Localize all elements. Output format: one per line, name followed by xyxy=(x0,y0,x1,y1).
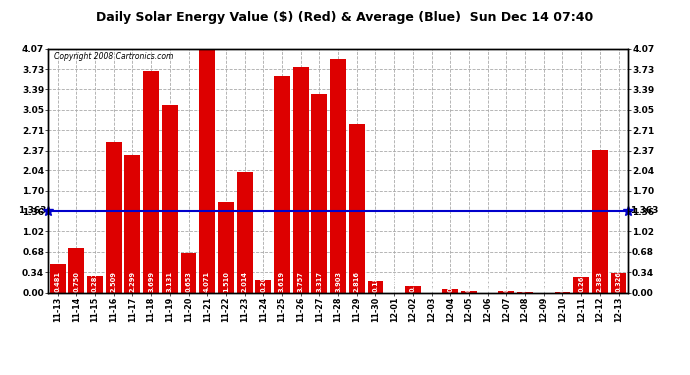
Bar xyxy=(124,155,140,292)
Text: 0.265: 0.265 xyxy=(578,271,584,292)
Text: 0.010: 0.010 xyxy=(560,271,566,292)
Text: 3.699: 3.699 xyxy=(148,271,154,292)
Bar xyxy=(349,124,365,292)
Bar xyxy=(611,273,627,292)
Bar xyxy=(87,276,103,292)
Bar xyxy=(461,291,477,292)
Text: 0.326: 0.326 xyxy=(615,271,622,292)
Text: 0.051: 0.051 xyxy=(447,271,453,292)
Text: Daily Solar Energy Value ($) (Red) & Average (Blue)  Sun Dec 14 07:40: Daily Solar Energy Value ($) (Red) & Ave… xyxy=(97,11,593,24)
Text: 3.903: 3.903 xyxy=(335,271,341,292)
Text: 2.383: 2.383 xyxy=(597,271,603,292)
Text: Copyright 2008 Cartronics.com: Copyright 2008 Cartronics.com xyxy=(54,53,173,62)
Bar xyxy=(237,172,253,292)
Bar xyxy=(181,254,197,292)
Text: 1.363: 1.363 xyxy=(18,206,46,215)
Bar xyxy=(255,280,271,292)
Bar xyxy=(405,286,421,292)
Bar xyxy=(274,76,290,292)
Bar xyxy=(442,290,458,292)
Text: 0.000: 0.000 xyxy=(484,271,491,292)
Text: 2.299: 2.299 xyxy=(130,271,135,292)
Text: 4.071: 4.071 xyxy=(204,271,210,292)
Text: 0.281: 0.281 xyxy=(92,271,98,292)
Bar xyxy=(330,59,346,292)
Bar xyxy=(106,142,121,292)
Bar xyxy=(144,71,159,292)
Text: 0.001: 0.001 xyxy=(522,271,528,292)
Text: 0.750: 0.750 xyxy=(73,271,79,292)
Bar xyxy=(293,68,308,292)
Text: 3.131: 3.131 xyxy=(167,271,172,292)
Text: 1.363: 1.363 xyxy=(630,206,658,215)
Text: 3.619: 3.619 xyxy=(279,271,285,292)
Bar xyxy=(68,248,84,292)
Bar xyxy=(498,291,514,292)
Text: 0.000: 0.000 xyxy=(391,271,397,292)
Text: 0.023: 0.023 xyxy=(466,271,472,292)
Bar xyxy=(218,202,234,292)
Bar xyxy=(311,94,327,292)
Bar xyxy=(573,277,589,292)
Text: 0.481: 0.481 xyxy=(55,271,61,292)
Text: 3.757: 3.757 xyxy=(297,271,304,292)
Bar xyxy=(162,105,178,292)
Text: 0.000: 0.000 xyxy=(541,271,546,292)
Text: 2.014: 2.014 xyxy=(241,271,248,292)
Text: 1.510: 1.510 xyxy=(223,271,229,292)
Bar xyxy=(50,264,66,292)
Text: 0.107: 0.107 xyxy=(410,271,416,292)
Text: 2.816: 2.816 xyxy=(354,271,359,292)
Bar xyxy=(368,281,384,292)
Text: 0.024: 0.024 xyxy=(504,271,509,292)
Text: 0.000: 0.000 xyxy=(428,271,435,292)
Bar xyxy=(592,150,608,292)
Text: 0.188: 0.188 xyxy=(373,271,379,292)
Text: 2.509: 2.509 xyxy=(110,271,117,292)
Text: 0.206: 0.206 xyxy=(260,271,266,292)
Text: 3.317: 3.317 xyxy=(317,271,322,292)
Bar xyxy=(199,49,215,292)
Text: 0.653: 0.653 xyxy=(186,271,192,292)
